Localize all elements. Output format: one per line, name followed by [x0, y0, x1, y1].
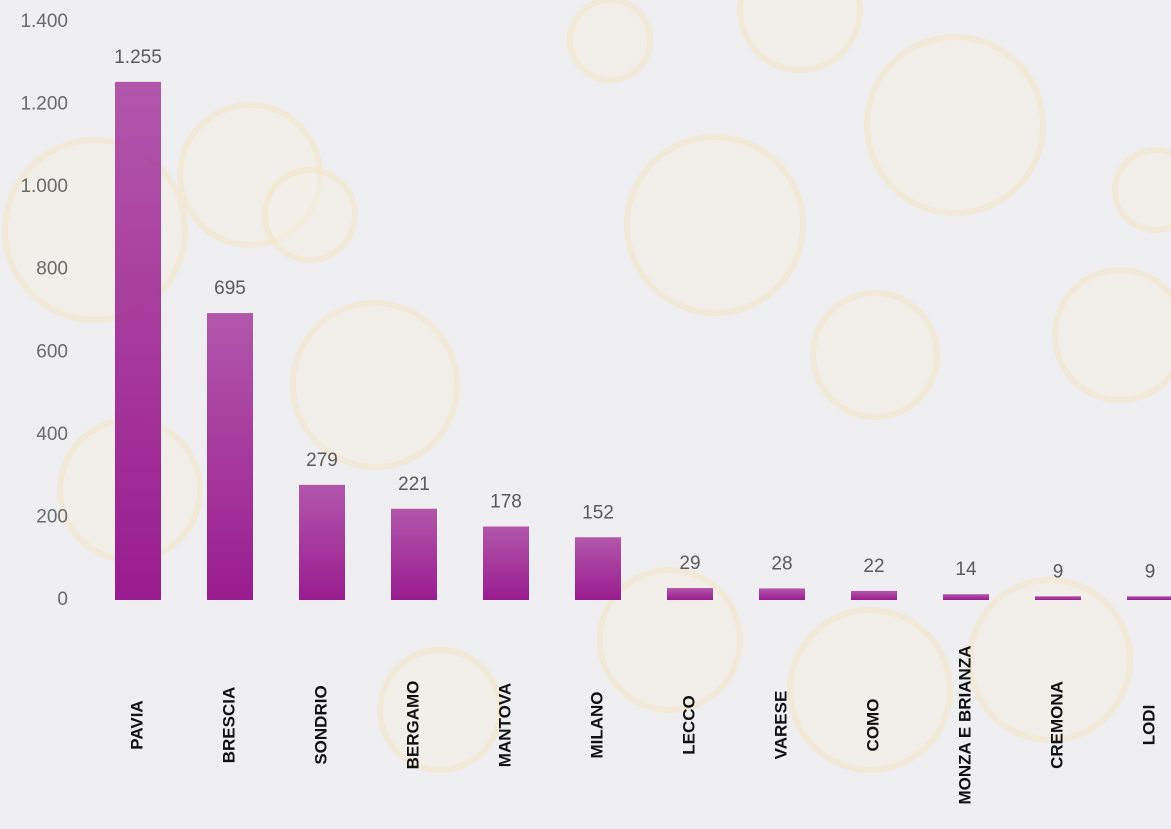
bar — [299, 484, 345, 600]
bar — [851, 590, 897, 600]
y-tick-label: 1.200 — [20, 94, 68, 115]
bar — [667, 588, 713, 600]
y-tick-label: 800 — [36, 259, 68, 280]
bar — [115, 81, 161, 601]
x-tick-label: PAVIA — [127, 700, 146, 749]
x-tick-label: LODI — [1139, 705, 1158, 746]
bar — [391, 508, 437, 600]
y-tick-label: 400 — [36, 424, 68, 445]
value-label: 695 — [214, 278, 246, 299]
x-tick-label: MANTOVA — [495, 683, 514, 767]
x-tick-label: BERGAMO — [403, 681, 422, 770]
bar — [207, 313, 253, 600]
bar — [1035, 596, 1081, 600]
x-tick-label: COMO — [863, 699, 882, 752]
value-label: 152 — [582, 502, 614, 523]
x-tick-label: LECCO — [679, 695, 698, 755]
x-tick-label: VARESE — [771, 691, 790, 760]
bar — [575, 537, 621, 600]
x-tick-label: CREMONA — [1047, 681, 1066, 769]
value-label: 14 — [955, 559, 977, 580]
value-label: 279 — [306, 450, 338, 471]
bar — [1127, 596, 1171, 600]
value-label: 28 — [771, 553, 792, 574]
value-label: 9 — [1053, 561, 1064, 582]
value-label: 22 — [863, 556, 884, 577]
value-label: 221 — [398, 474, 430, 495]
bar — [759, 588, 805, 600]
value-label: 178 — [490, 492, 522, 513]
y-tick-label: 600 — [36, 341, 68, 362]
value-label: 29 — [679, 553, 700, 574]
value-label: 9 — [1145, 561, 1156, 582]
x-tick-label: MILANO — [587, 691, 606, 758]
y-tick-label: 1.400 — [20, 11, 68, 32]
y-tick-label: 1.000 — [20, 176, 68, 197]
value-label: 1.255 — [114, 47, 162, 68]
y-tick-label: 0 — [57, 589, 68, 610]
x-tick-label: SONDRIO — [311, 685, 330, 764]
bar — [943, 594, 989, 600]
bar — [483, 526, 529, 600]
y-tick-label: 200 — [36, 506, 68, 527]
x-tick-label: MONZA E BRIANZA — [955, 646, 974, 805]
x-tick-label: BRESCIA — [219, 687, 238, 764]
